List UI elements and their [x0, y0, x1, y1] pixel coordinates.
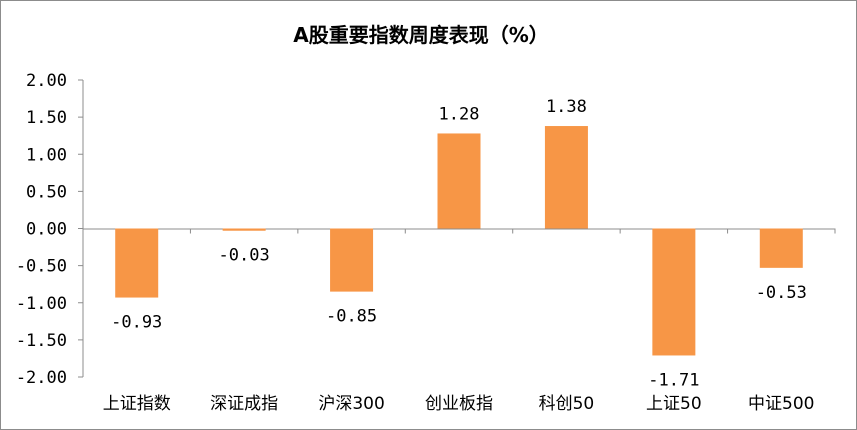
data-labels-group: -0.93 -0.03 -0.85 1.28 1.38 -1.71 -0.53 — [111, 97, 807, 390]
y-tick-label: -1.00 — [16, 294, 67, 314]
data-label: -0.85 — [326, 307, 377, 327]
category-label: 深证成指 — [210, 394, 278, 414]
category-label: 沪深300 — [318, 394, 384, 414]
y-tick-label: 2.00 — [26, 71, 67, 91]
data-label: -0.03 — [219, 246, 270, 266]
bar-5 — [544, 126, 588, 229]
bar-3 — [330, 228, 374, 292]
category-label: 中证500 — [748, 394, 814, 414]
y-tick-label: -2.00 — [16, 368, 67, 388]
category-label: 上证50 — [646, 394, 702, 414]
category-label: 上证指数 — [103, 394, 171, 414]
y-tick-label: 0.50 — [26, 182, 67, 202]
bar-2 — [222, 228, 266, 231]
category-labels-group: 上证指数 深证成指 沪深300 创业板指 科创50 上证50 中证500 — [103, 394, 815, 414]
bar-7 — [759, 228, 803, 268]
y-tick-label: -1.50 — [16, 331, 67, 351]
bar-1 — [115, 228, 159, 298]
y-tick-label: 0.00 — [26, 220, 67, 240]
bar-4 — [437, 133, 481, 229]
y-tick-label: 1.00 — [26, 145, 67, 165]
chart-title: A股重要指数周度表现（%） — [293, 23, 549, 47]
data-label: -0.93 — [111, 313, 162, 333]
bars-group — [115, 126, 803, 356]
data-label: 1.28 — [439, 104, 480, 124]
y-tick-label: 1.50 — [26, 108, 67, 128]
category-label: 创业板指 — [425, 394, 493, 414]
x-axis-ticks — [82, 228, 836, 234]
data-label: -1.71 — [648, 370, 699, 390]
data-label: -0.53 — [756, 283, 807, 303]
y-tick-label: -0.50 — [16, 257, 67, 277]
data-label: 1.38 — [546, 97, 587, 117]
bar-6 — [652, 228, 696, 356]
y-axis-ticks: 2.00 1.50 1.00 0.50 0.00 -0.50 -1.00 -1.50 -2.00 — [16, 71, 83, 388]
category-label: 科创50 — [539, 394, 595, 414]
